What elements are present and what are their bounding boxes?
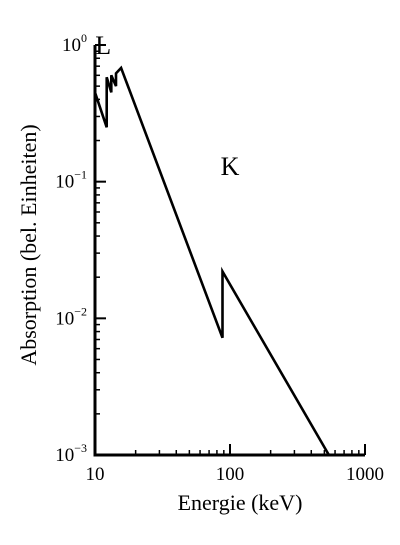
chart-marks <box>95 68 329 455</box>
edge-label-l: L <box>95 31 111 60</box>
y-tick-label: 10−1 <box>55 168 87 193</box>
y-tick-label-exponent: −3 <box>74 441 87 455</box>
x-tick-label: 1000 <box>346 464 384 485</box>
y-tick-label-exponent: −2 <box>74 304 87 318</box>
y-tick-label-base: 10 <box>62 35 81 56</box>
y-tick-label-base: 10 <box>55 308 74 329</box>
y-tick-label: 10−2 <box>55 304 87 329</box>
y-tick-label-base: 10 <box>55 445 74 466</box>
y-axis-title: Absorption (bel. Einheiten) <box>16 124 41 365</box>
x-tick-label: 10 <box>86 464 105 485</box>
absorption-curve <box>95 68 329 455</box>
y-tick-label-exponent: 0 <box>81 31 87 45</box>
x-axis-title: Energie (keV) <box>178 490 303 515</box>
edge-label-k: K <box>221 152 240 181</box>
x-tick-label: 100 <box>216 464 245 485</box>
y-tick-label-base: 10 <box>55 172 74 193</box>
y-tick-label-exponent: −1 <box>74 168 87 182</box>
axes <box>94 45 366 457</box>
y-tick-label: 10−3 <box>55 441 87 466</box>
y-tick-label: 100 <box>62 31 87 56</box>
